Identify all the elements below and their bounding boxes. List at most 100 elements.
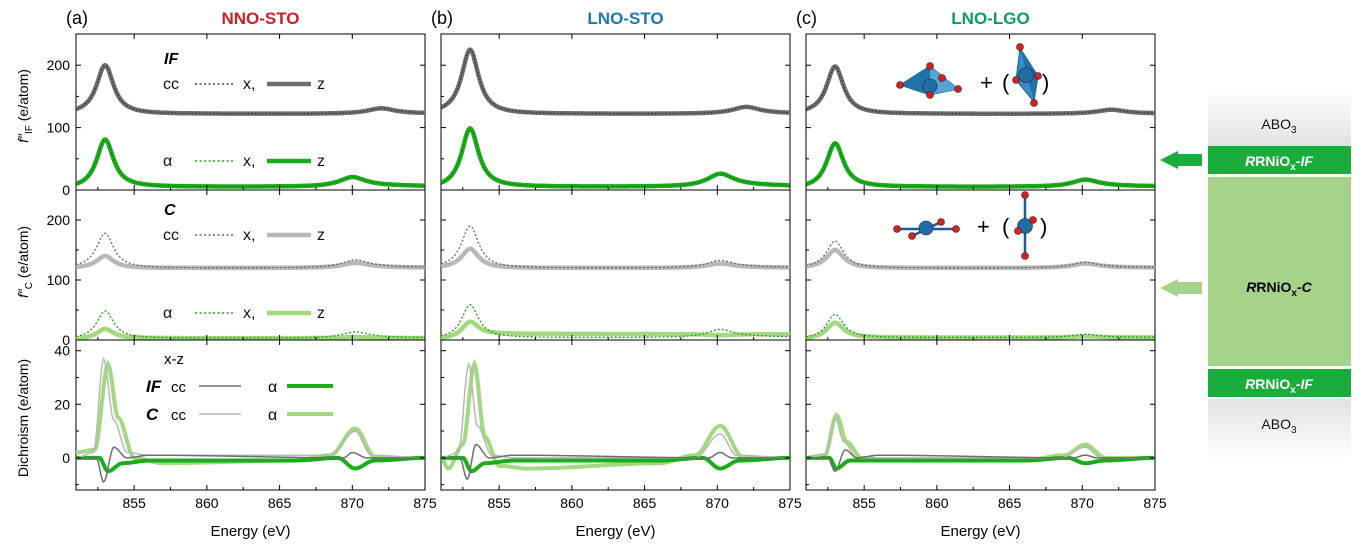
legend-if-title: IF: [164, 51, 179, 68]
plot-frame: [440, 339, 791, 491]
series-C-alpha: [441, 358, 790, 471]
series-C-cc: [441, 361, 790, 459]
y-tick-label: 100: [47, 120, 71, 136]
series-cc-z: [441, 246, 790, 271]
plus-symbol: +: [980, 70, 993, 95]
o-atom-icon: [1034, 72, 1042, 80]
legend-d-if-cc-label: cc: [171, 379, 187, 396]
x-tick-label: 870: [706, 495, 730, 511]
series-cc-x: [76, 232, 425, 269]
rniox-if-bottom-label: RRNiOx-IF: [1245, 376, 1313, 396]
series-alpha-z: [441, 319, 790, 340]
o-atom-icon: [1016, 43, 1024, 51]
series-cc-z: [806, 247, 1155, 271]
x-axis-label: Energy (eV): [575, 523, 655, 540]
legend-d-c-alpha-label: α: [268, 407, 277, 424]
o-atom-icon: [1021, 191, 1029, 199]
panel-label: (b): [431, 8, 453, 28]
series-cc-x: [76, 64, 425, 115]
ni-atom-icon: [1018, 67, 1034, 83]
series-cc-x: [441, 225, 790, 269]
ni-atom-icon: [922, 78, 938, 94]
row-dichroism: 0 20 40 855 860 865 870 875: [54, 339, 437, 511]
y-tick-label: 40: [54, 343, 70, 359]
plot-area: [806, 64, 1155, 189]
series-alpha-z: [806, 320, 1155, 340]
series-alpha-x: [441, 304, 790, 338]
y-tick-label: 200: [47, 57, 71, 73]
series-cc-x: [441, 48, 790, 115]
rniox-if-top-band: [1208, 146, 1351, 174]
row-fC: [440, 189, 791, 341]
series-alpha-x: [806, 313, 1155, 339]
ylabel-fIF-unit: (e/atom): [15, 69, 31, 125]
x-tick-label: 865: [268, 495, 292, 511]
panel-b: (b) LNO-STO 855 860 865 870 875 Energy (eV): [431, 8, 802, 540]
panel-label: (c): [796, 8, 817, 28]
y-axis-label-fIF: f″IF (e/atom): [15, 69, 35, 143]
arrow-if-icon: [1160, 151, 1200, 169]
ylabel-fC-unit: (e/atom): [15, 226, 31, 282]
abo3-top-label: ABO3: [1261, 116, 1297, 136]
x-tick-label: 865: [633, 495, 657, 511]
svg-text:f″C (e/atom): f″C (e/atom): [15, 226, 35, 298]
legend-if-cc-x-label: x,: [243, 76, 255, 93]
series-alpha-x: [441, 127, 790, 187]
legend-if-alpha-label: α: [163, 153, 172, 170]
o-atom-icon: [1014, 227, 1022, 235]
o-atom-icon: [937, 218, 945, 226]
legend-d-c-cc-label: cc: [171, 407, 187, 424]
legend-if-cc-z-label: z: [317, 76, 325, 93]
o-atom-icon: [954, 85, 962, 93]
x-tick-label: 870: [341, 495, 365, 511]
arrow-c-shaft: [1178, 282, 1202, 294]
series-IF-alpha: [76, 455, 425, 474]
legend-c-alpha-label: α: [163, 305, 172, 322]
y-tick-label: 0: [62, 182, 70, 198]
ylabel-fC-main: f″: [15, 288, 31, 298]
o-atom-icon: [893, 225, 901, 233]
o-atom-icon: [938, 74, 946, 82]
series-alpha-z: [76, 326, 425, 340]
plot-frame: [75, 339, 426, 491]
legend-c-title: C: [164, 202, 176, 219]
paren-close: ): [1042, 70, 1049, 95]
plot-area: [76, 62, 425, 189]
x-tick-label: 855: [852, 495, 876, 511]
legend-c-cc-z-label: z: [317, 227, 325, 244]
legend-c-alpha-x-label: x,: [243, 305, 255, 322]
plus-symbol: +: [977, 214, 990, 239]
paren-open: (: [1002, 70, 1010, 95]
plot-area: [76, 356, 425, 484]
legend-d-if-alpha-label: α: [268, 379, 277, 396]
o-atom-icon: [896, 81, 904, 89]
rniox-if-top-label: RRNiOx-IF: [1245, 153, 1313, 173]
y-axis-label-fC: f″C (e/atom): [15, 226, 35, 298]
plot-area: [441, 358, 790, 481]
o-atom-icon: [1029, 216, 1037, 224]
structure-insets: + () + (): [893, 43, 1049, 260]
y-tick-label: 100: [47, 272, 71, 288]
series-IF-cc: [441, 443, 790, 481]
rniox-c-label: RRNiOx-C: [1246, 279, 1312, 299]
y-tick-label: 20: [54, 396, 70, 412]
y-tick-label: 0: [62, 332, 70, 348]
x-tick-label: 855: [487, 495, 511, 511]
panel-c: (c) LNO-LGO 855 860 865 870 875 Energy (eV): [796, 8, 1167, 540]
x-tick-label: 860: [925, 495, 949, 511]
row-dichroism: 855 860 865 870 875: [805, 339, 1167, 511]
legend-c-cc-x-label: x,: [243, 227, 255, 244]
legend-c-alpha-z-label: z: [317, 305, 325, 322]
panel-title: LNO-STO: [587, 9, 663, 28]
series-alpha-x: [76, 138, 425, 188]
panel-title: LNO-LGO: [951, 9, 1029, 28]
panel-a: (a) NNO-STO 0 100 200 0 100 200 0 20 40 855 860 865 87…: [47, 8, 437, 540]
row-fIF: 0 100 200: [47, 33, 426, 198]
rniox-if-bottom-band: [1208, 369, 1351, 397]
x-tick-label: 875: [778, 495, 802, 511]
series-C-alpha: [806, 412, 1155, 463]
y-axis-label-dichroism: Dichroism (e/atom): [15, 359, 31, 477]
row-fC: [805, 189, 1156, 341]
x-axis-label: Energy (eV): [940, 523, 1020, 540]
